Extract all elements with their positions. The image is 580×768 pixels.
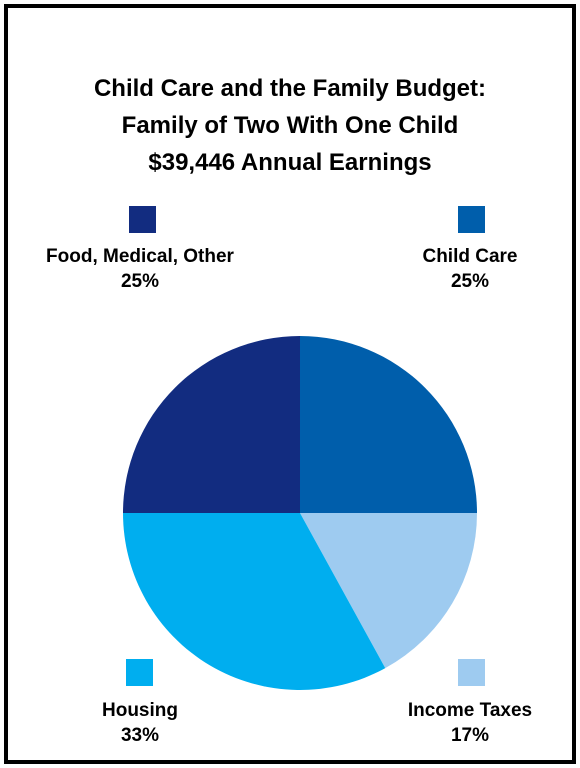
legend-food-medical-other: Food, Medical, Other 25% <box>20 244 260 294</box>
legend-label-housing: Housing <box>102 700 178 721</box>
chart-title-line-1: Child Care and the Family Budget: <box>93 75 487 102</box>
legend-child-care: Child Care 25% <box>380 244 560 294</box>
pie-slice-food-medical-other <box>123 336 300 513</box>
legend-label-food-medical-other: Food, Medical, Other <box>46 246 234 267</box>
legend-percent-child-care: 25% <box>450 271 490 292</box>
legend-swatch-food-medical-other <box>129 206 156 233</box>
legend-label-child-care: Child Care <box>422 246 518 267</box>
legend-label-income-taxes: Income Taxes <box>407 700 533 721</box>
pie-slice-child-care <box>300 336 477 513</box>
legend-housing: Housing 33% <box>60 698 220 748</box>
chart-title-line-2: Family of Two With One Child <box>121 112 459 139</box>
pie-slice-housing <box>123 513 386 691</box>
legend-swatch-child-care <box>458 206 485 233</box>
legend-swatch-income-taxes <box>458 659 485 686</box>
chart-title-line-3: $39,446 Annual Earnings <box>148 149 432 176</box>
legend-percent-food-medical-other: 25% <box>120 271 160 292</box>
pie-slice-income-taxes <box>300 513 477 669</box>
legend-percent-income-taxes: 17% <box>450 725 490 746</box>
chart-title: Child Care and the Family Budget: Family… <box>0 70 580 181</box>
legend-swatch-housing <box>126 659 153 686</box>
legend-income-taxes: Income Taxes 17% <box>380 698 560 748</box>
legend-percent-housing: 33% <box>120 725 160 746</box>
